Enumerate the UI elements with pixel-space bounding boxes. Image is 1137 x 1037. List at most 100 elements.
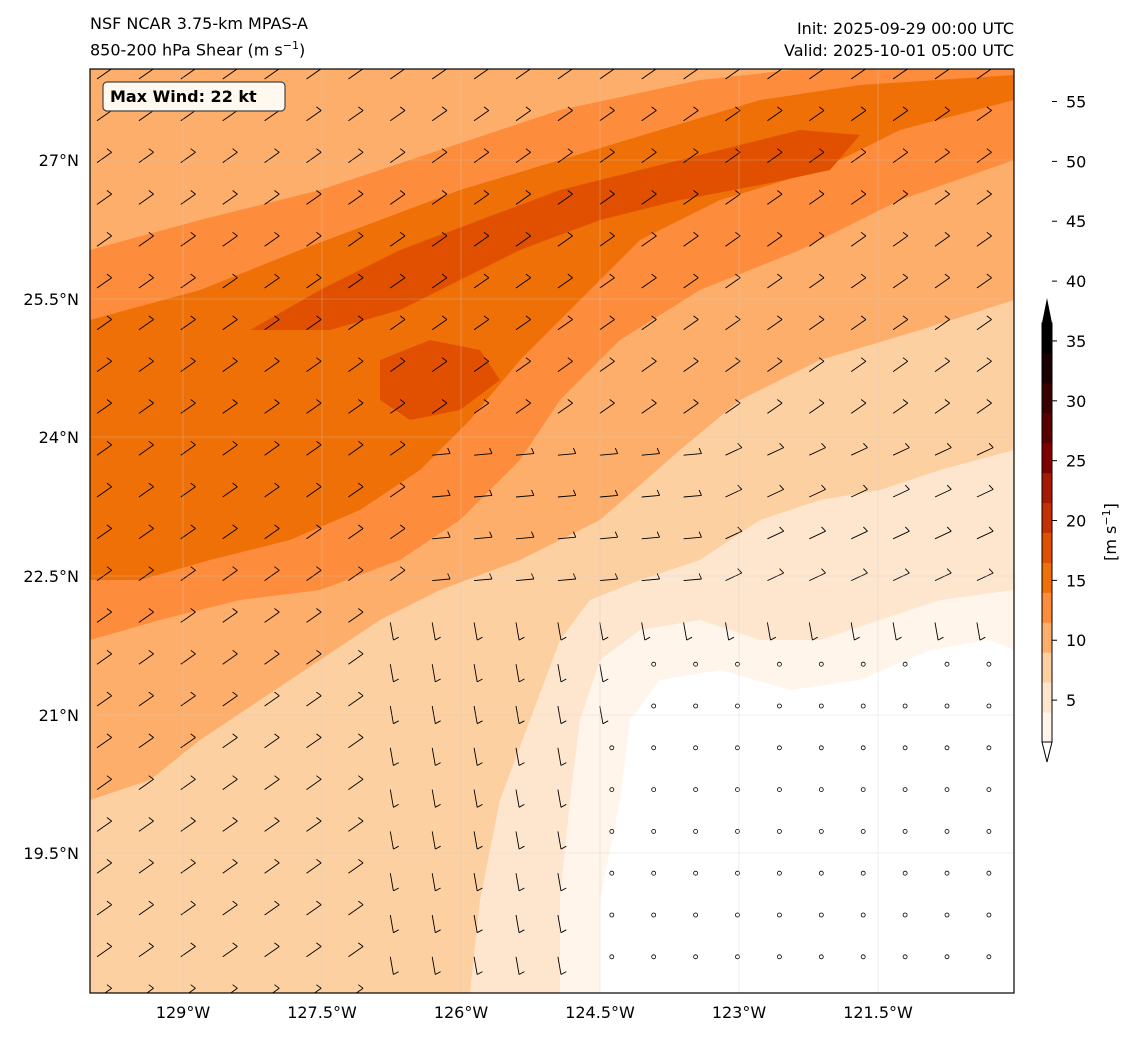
wind-barb: [599, 148, 615, 163]
wind-barb: [431, 357, 448, 372]
calm-marker: [860, 787, 866, 792]
colorbar-tick-label: 5: [1066, 691, 1076, 710]
wind-barb: [515, 106, 531, 122]
wind-barb: [809, 357, 825, 372]
colorbar-tick-label: 25: [1066, 452, 1086, 471]
wind-barb: [599, 622, 609, 641]
wind-barb: [557, 106, 573, 122]
wind-barb: [599, 190, 615, 205]
colorbar-tick-label: 45: [1066, 212, 1086, 231]
wind-barb: [473, 914, 483, 934]
wind-barb: [348, 315, 364, 331]
field-title: 850-200 hPa Shear (m s−1): [90, 39, 306, 60]
wind-barb: [431, 873, 441, 892]
wind-barb: [222, 566, 238, 581]
calm-marker: [609, 745, 615, 751]
wind-barb: [809, 273, 825, 289]
colorbar-tick-label: 35: [1066, 332, 1086, 351]
wind-barb: [851, 442, 868, 456]
calm-marker: [651, 703, 657, 709]
wind-barb: [306, 817, 322, 832]
wind-barb: [222, 440, 238, 456]
wind-barb: [767, 484, 785, 498]
wind-barb: [390, 482, 406, 498]
wind-barb: [306, 106, 322, 122]
init-time: Init: 2025-09-29 00:00 UTC: [796, 19, 1014, 38]
title-block: NSF NCAR 3.75-km MPAS-A 850-200 hPa Shea…: [90, 13, 308, 61]
wind-barb: [641, 531, 661, 540]
wind-barb: [389, 622, 399, 641]
wind-barb: [851, 526, 868, 540]
wind-barb: [431, 399, 448, 414]
wind-barb: [683, 531, 702, 540]
lon-tick: 121.5°W: [843, 1003, 913, 1022]
colorbar-frame: [1041, 322, 1053, 743]
calm-marker: [1029, 955, 1033, 959]
wind-barb: [138, 608, 154, 623]
wind-barb: [348, 190, 364, 205]
wind-barb: [96, 148, 112, 163]
wind-barb: [222, 942, 238, 958]
calm-marker: [986, 912, 992, 918]
wind-barb: [599, 447, 619, 456]
wind-barb: [96, 482, 112, 498]
wind-barb: [683, 622, 693, 641]
wind-barb: [473, 148, 490, 163]
wind-barb: [892, 315, 909, 331]
wind-barb: [264, 691, 280, 707]
calm-marker: [860, 661, 866, 667]
wind-barb: [96, 273, 112, 289]
wind-barb: [557, 273, 573, 289]
wind-barb: [683, 273, 699, 289]
wind-barb: [850, 273, 867, 289]
calm-marker: [777, 661, 782, 667]
wind-barb: [767, 69, 783, 80]
wind-barb: [557, 357, 573, 372]
wind-barb: [557, 231, 573, 247]
wind-barb: [138, 357, 154, 372]
wind-barb: [767, 442, 785, 456]
wind-barb: [264, 315, 280, 331]
wind-barb: [222, 524, 238, 540]
wind-barb: [641, 489, 661, 498]
wind-barb: [851, 484, 868, 498]
wind-barb: [432, 447, 451, 456]
shear-contour-17-5: [90, 75, 1014, 580]
wind-barb: [431, 190, 448, 205]
wind-barb: [809, 148, 825, 163]
wind-barb: [515, 273, 531, 289]
wind-barb: [641, 622, 651, 641]
wind-barb: [96, 231, 112, 247]
wind-barb: [850, 357, 867, 372]
wind-barb: [390, 440, 406, 456]
wind-barb: [641, 315, 657, 331]
wind-barb: [934, 315, 950, 331]
wind-barb: [934, 399, 950, 414]
wind-barb: [599, 531, 619, 540]
wind-barb: [222, 691, 238, 707]
calm-marker: [986, 703, 992, 709]
lat-tick: 22.5°N: [23, 567, 79, 586]
wind-barb: [264, 399, 280, 414]
time-block: Init: 2025-09-29 00:00 UTC Valid: 2025-1…: [784, 18, 1014, 62]
calm-marker: [860, 912, 866, 918]
calm-marker: [651, 787, 657, 792]
wind-barb: [515, 190, 531, 205]
lat-tick: 21°N: [39, 706, 79, 725]
wind-barb: [599, 273, 615, 289]
wind-barb: [348, 566, 364, 581]
wind-barb: [976, 106, 992, 122]
wind-barb: [389, 789, 399, 808]
wind-barb: [306, 524, 322, 540]
wind-barb: [222, 357, 238, 372]
wind-barb: [229, 984, 238, 993]
wind-barb: [1019, 149, 1034, 163]
colorbar-tick-label: 55: [1066, 93, 1086, 112]
wind-barb: [474, 447, 493, 456]
map-frame: [89, 68, 1015, 994]
calm-marker: [694, 997, 698, 1001]
wind-barb: [934, 484, 952, 498]
wind-barb: [432, 531, 451, 540]
wind-barb: [96, 315, 112, 331]
wind-barb: [683, 357, 699, 372]
